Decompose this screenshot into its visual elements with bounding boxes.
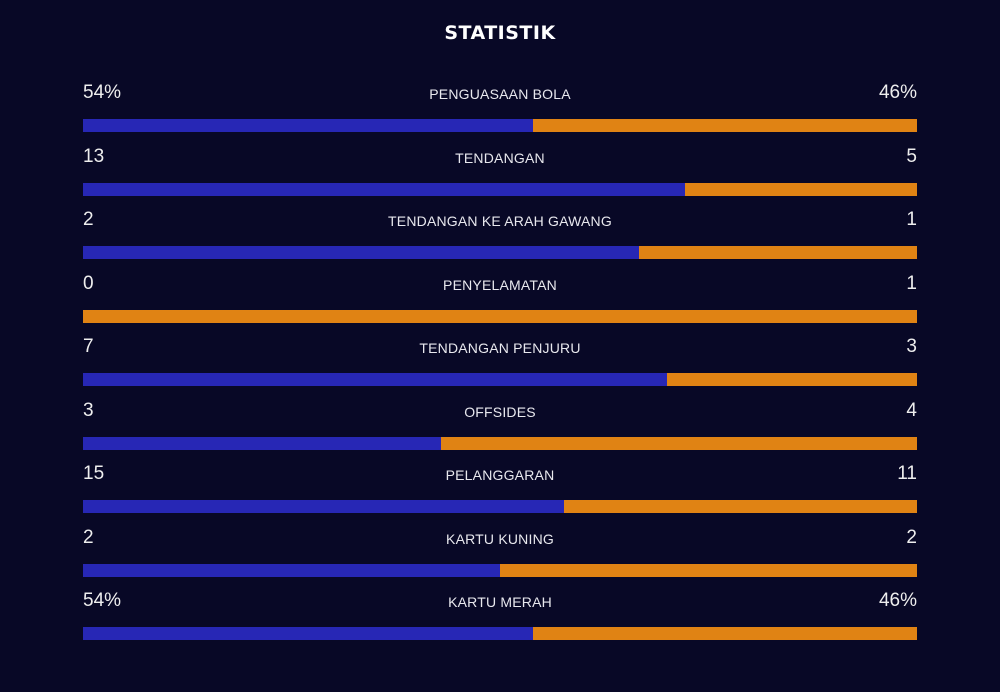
home-value: 3 (83, 399, 94, 421)
away-value: 46% (878, 590, 917, 611)
home-share-fill (83, 563, 500, 577)
home-value: 15 (83, 463, 105, 484)
stat-bar (83, 309, 917, 323)
stat-bar (83, 627, 917, 640)
stat-bar (83, 500, 917, 513)
stat-label: OFFSIDES (464, 403, 536, 420)
stat-row: 15 PELANGGARAN 11 (83, 461, 917, 525)
stat-bar (83, 182, 917, 196)
stat-bar (83, 119, 917, 132)
away-value: 11 (897, 463, 917, 484)
away-value: 5 (906, 145, 917, 167)
away-value: 2 (906, 526, 917, 548)
home-share-fill (83, 436, 441, 450)
home-share-fill (83, 182, 686, 196)
home-share-fill (83, 500, 565, 513)
stat-row: 2 KARTU KUNING 2 (83, 525, 917, 589)
stat-label: PENYELAMATAN (443, 276, 557, 293)
home-share-fill (83, 246, 640, 259)
stat-label: KARTU MERAH (448, 594, 552, 610)
stat-row: 54% PENGUASAAN BOLA 46% (83, 80, 917, 144)
stat-row: 2 TENDANGAN KE ARAH GAWANG 1 (83, 207, 917, 271)
stats-list: 54% PENGUASAAN BOLA 46% 13 TENDANGAN 5 2… (83, 80, 917, 652)
stat-bar (83, 246, 917, 259)
stat-label: KARTU KUNING (446, 530, 554, 547)
stat-label: TENDANGAN (455, 149, 545, 166)
stat-row: 0 PENYELAMATAN 1 (83, 271, 917, 335)
home-value: 2 (83, 209, 94, 230)
home-value: 0 (83, 272, 94, 294)
page-title: STATISTIK (444, 22, 556, 44)
away-value: 1 (906, 209, 917, 230)
stat-bar (83, 436, 917, 450)
home-value: 7 (83, 336, 94, 357)
stat-label: TENDANGAN PENJURU (419, 340, 581, 356)
home-value: 54% (83, 590, 122, 611)
home-value: 2 (83, 526, 94, 548)
away-value: 1 (906, 272, 917, 294)
stat-row: 3 OFFSIDES 4 (83, 398, 917, 462)
stat-label: PENGUASAAN BOLA (429, 86, 571, 102)
away-value: 3 (906, 336, 917, 357)
stat-label: TENDANGAN KE ARAH GAWANG (388, 213, 612, 229)
away-value: 46% (878, 82, 917, 103)
home-value: 13 (83, 145, 105, 167)
stat-label: PELANGGARAN (445, 467, 555, 483)
away-value: 4 (906, 399, 917, 421)
stat-row: 13 TENDANGAN 5 (83, 144, 917, 208)
home-value: 54% (83, 82, 122, 103)
home-share-fill (83, 373, 667, 386)
stat-bar (83, 373, 917, 386)
home-share-fill (83, 627, 534, 640)
home-share-fill (83, 119, 534, 132)
stat-bar (83, 563, 917, 577)
stat-row: 7 TENDANGAN PENJURU 3 (83, 334, 917, 398)
stat-row: 54% KARTU MERAH 46% (83, 588, 917, 652)
